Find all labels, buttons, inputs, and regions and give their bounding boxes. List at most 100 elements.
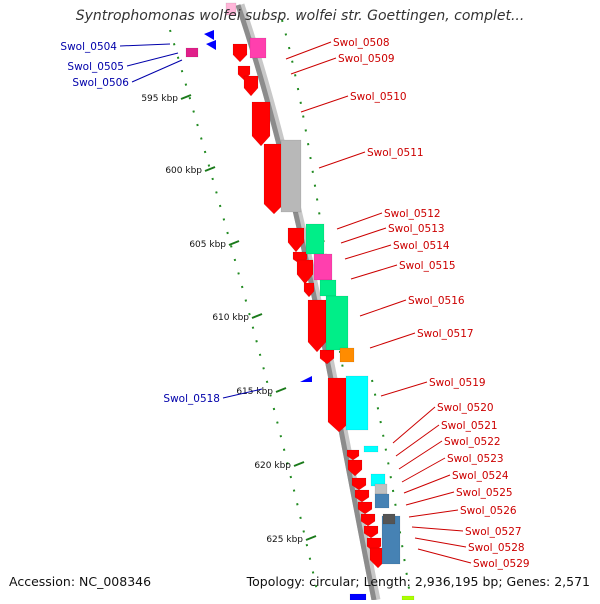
gene-label-leader xyxy=(408,509,459,518)
gene-label-swol_0509[interactable]: Swol_0509 xyxy=(338,53,395,65)
gene-label-swol_0525[interactable]: Swol_0525 xyxy=(456,487,513,499)
gene-label-leader xyxy=(119,43,171,47)
gene-feature[interactable] xyxy=(296,259,314,285)
gene-box-magenta-top[interactable] xyxy=(249,37,267,59)
gene-swol-0518[interactable] xyxy=(300,376,312,382)
gene-box-gray[interactable] xyxy=(280,139,302,213)
gene-label-leader xyxy=(300,95,349,113)
gene-box-orange[interactable] xyxy=(339,347,355,363)
gene-feature[interactable] xyxy=(263,143,285,215)
gene-feature[interactable] xyxy=(351,477,367,491)
gene-label-swol_0520[interactable]: Swol_0520 xyxy=(437,402,494,414)
gene-box-silver[interactable] xyxy=(374,483,388,495)
map-title: Syntrophomonas wolfei subsp. wolfei str.… xyxy=(75,8,525,24)
gene-feature[interactable] xyxy=(363,525,379,539)
gene-label-leader xyxy=(414,537,467,548)
gene-label-leader xyxy=(285,41,332,60)
scale-tick xyxy=(305,535,317,541)
scale-tick-label: 625 kbp xyxy=(266,535,303,545)
gene-label-leader xyxy=(344,244,392,260)
gene-label-leader xyxy=(401,457,446,483)
gene-label-leader xyxy=(417,548,472,564)
gene-label-swol_0516[interactable]: Swol_0516 xyxy=(408,295,465,307)
gene-feature[interactable] xyxy=(243,75,259,97)
gene-label-swol_0510[interactable]: Swol_0510 xyxy=(350,91,407,103)
gene-label-swol_0521[interactable]: Swol_0521 xyxy=(441,420,498,432)
gene-label-swol_0513[interactable]: Swol_0513 xyxy=(388,223,445,235)
gene-label-swol_0518[interactable]: Swol_0518 xyxy=(163,393,220,405)
gene-label-swol_0529[interactable]: Swol_0529 xyxy=(473,558,530,570)
gene-feature[interactable] xyxy=(357,501,373,515)
gene-label-leader xyxy=(131,59,183,83)
gene-box-lime-bottom[interactable] xyxy=(401,595,415,601)
gene-label-leader xyxy=(403,474,451,494)
scale-tick xyxy=(228,240,240,246)
gene-box-blue-bottom[interactable] xyxy=(349,593,367,601)
gene-swol-0504[interactable] xyxy=(204,30,214,40)
accession-text: Accession: NC_008346 xyxy=(9,574,152,589)
scale-tick xyxy=(251,313,263,319)
gene-label-leader xyxy=(392,406,436,444)
gene-label-swol_0504[interactable]: Swol_0504 xyxy=(60,41,117,53)
gene-label-leader xyxy=(290,57,337,75)
gene-label-swol_0522[interactable]: Swol_0522 xyxy=(444,436,501,448)
gene-label-leader xyxy=(359,299,407,317)
gene-label-leader xyxy=(398,440,443,470)
gene-label-leader xyxy=(340,227,387,244)
gene-label-swol_0508[interactable]: Swol_0508 xyxy=(333,37,390,49)
gene-label-leader xyxy=(405,491,455,506)
scale-tick xyxy=(275,387,287,393)
gene-feature[interactable] xyxy=(354,489,370,503)
genome-summary-text: Topology: circular; Length: 2,936,195 bp… xyxy=(246,574,590,589)
gene-box-cyan-small[interactable] xyxy=(363,445,379,453)
gene-label-swol_0511[interactable]: Swol_0511 xyxy=(367,147,424,159)
gene-box-green-1[interactable] xyxy=(305,223,325,255)
gene-label-swol_0517[interactable]: Swol_0517 xyxy=(417,328,474,340)
scale-tick xyxy=(180,94,192,100)
gene-swol-0506[interactable] xyxy=(206,40,216,50)
scale-tick-label: 605 kbp xyxy=(189,240,226,250)
scale-tick-label: 600 kbp xyxy=(165,166,202,176)
gene-label-swol_0528[interactable]: Swol_0528 xyxy=(468,542,525,554)
scale-tick xyxy=(293,461,305,467)
scale-tick-label: 610 kbp xyxy=(212,313,249,323)
gene-label-swol_0505[interactable]: Swol_0505 xyxy=(67,61,124,73)
gene-label-leader xyxy=(380,381,428,397)
gene-box-dark[interactable] xyxy=(382,513,396,525)
gene-label-leader xyxy=(369,332,416,349)
gene-feature[interactable] xyxy=(346,449,360,461)
gene-box-green-3[interactable] xyxy=(325,295,349,351)
gene-box-green-2[interactable] xyxy=(319,279,337,297)
gene-label-swol_0514[interactable]: Swol_0514 xyxy=(393,240,450,252)
gene-label-swol_0527[interactable]: Swol_0527 xyxy=(465,526,522,538)
gene-label-swol_0506[interactable]: Swol_0506 xyxy=(72,77,129,89)
gene-label-leader xyxy=(411,526,464,532)
gene-label-leader xyxy=(395,424,440,457)
gene-feature[interactable] xyxy=(360,513,376,527)
gene-label-swol_0515[interactable]: Swol_0515 xyxy=(399,260,456,272)
gene-label-leader xyxy=(126,52,179,67)
gene-box-steelblue[interactable] xyxy=(374,493,390,509)
gene-label-swol_0523[interactable]: Swol_0523 xyxy=(447,453,504,465)
gene-swol-0505[interactable] xyxy=(185,47,199,58)
gene-label-leader xyxy=(318,151,366,169)
gene-feature-pink[interactable] xyxy=(225,2,237,16)
scale-tick-label: 595 kbp xyxy=(141,94,178,104)
gene-feature[interactable] xyxy=(307,299,327,353)
gene-feature[interactable] xyxy=(303,282,315,298)
gene-box-magenta[interactable] xyxy=(313,253,333,281)
gene-feature[interactable] xyxy=(251,101,271,147)
gene-label-swol_0519[interactable]: Swol_0519 xyxy=(429,377,486,389)
gene-label-leader xyxy=(222,388,263,399)
gene-label-swol_0526[interactable]: Swol_0526 xyxy=(460,505,517,517)
gene-label-leader xyxy=(350,264,398,280)
gene-feature[interactable] xyxy=(287,227,305,253)
gene-label-leader xyxy=(336,212,383,230)
gene-feature[interactable] xyxy=(347,459,363,477)
gene-label-swol_0512[interactable]: Swol_0512 xyxy=(384,208,441,220)
gene-feature[interactable] xyxy=(232,43,248,63)
gene-box-cyan[interactable] xyxy=(345,375,369,431)
gene-label-swol_0524[interactable]: Swol_0524 xyxy=(452,470,509,482)
